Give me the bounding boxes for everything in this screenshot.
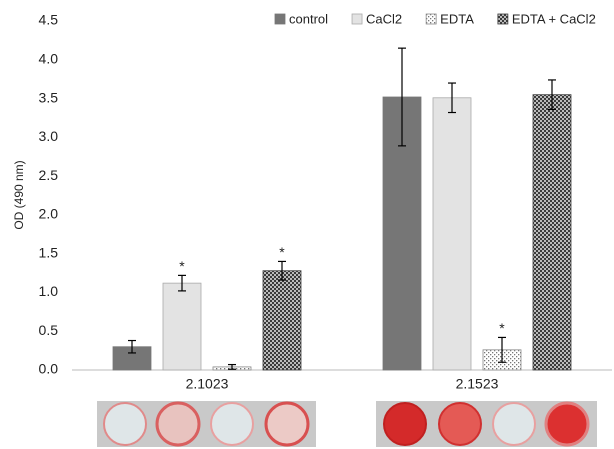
bar <box>163 283 201 370</box>
legend-swatch <box>426 14 436 24</box>
significance-mark: * <box>499 320 505 336</box>
y-tick-label: 0.0 <box>39 361 59 377</box>
y-tick-label: 2.0 <box>39 206 59 222</box>
x-tick-label: 2.1023 <box>186 376 229 392</box>
y-tick-label: 3.5 <box>39 89 59 105</box>
legend-label: CaCl2 <box>366 11 402 26</box>
significance-mark: * <box>279 244 285 260</box>
legend-swatch <box>352 14 362 24</box>
y-tick-label: 2.5 <box>39 167 59 183</box>
legend-label: EDTA + CaCl2 <box>512 11 596 26</box>
y-tick-label: 0.5 <box>39 322 59 338</box>
well-photo <box>97 401 316 447</box>
y-tick-label: 1.5 <box>39 244 59 260</box>
legend-swatch <box>275 14 285 24</box>
bar <box>533 95 571 370</box>
y-axis-title: OD (490 nm) <box>12 160 26 229</box>
legend-label: EDTA <box>440 11 474 26</box>
legend-swatch <box>498 14 508 24</box>
legend-label: control <box>289 11 328 26</box>
y-tick-label: 3.0 <box>39 128 59 144</box>
significance-mark: * <box>179 258 185 274</box>
bar <box>433 98 471 370</box>
well-photo <box>376 401 597 447</box>
chart: OD (490 nm) 0.0 0.5 1.0 1.5 2.0 2.5 3.0 3.5 4.0 4… <box>0 0 614 449</box>
bar <box>263 271 301 370</box>
y-tick-label: 4.0 <box>39 50 59 66</box>
y-tick-label: 4.5 <box>39 12 59 28</box>
x-tick-label: 2.1523 <box>456 376 499 392</box>
y-tick-label: 1.0 <box>39 283 59 299</box>
